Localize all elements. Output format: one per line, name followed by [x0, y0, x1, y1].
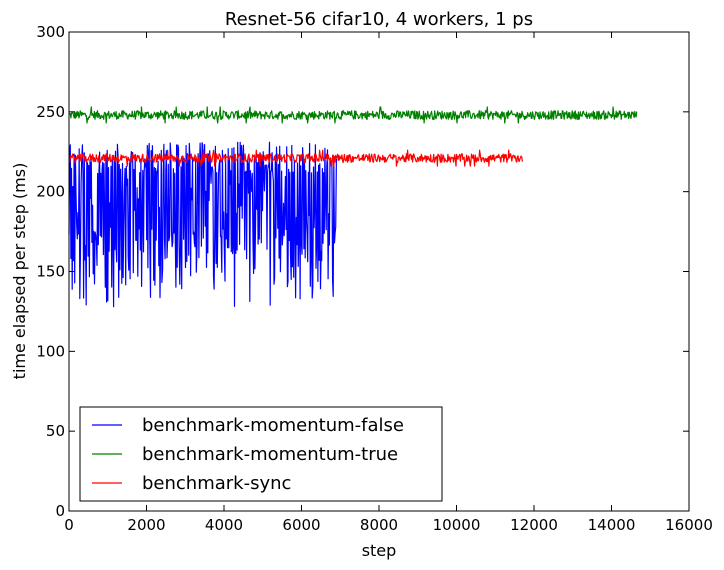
series-layer: [68, 106, 638, 308]
series-line-benchmark-momentum-false: [68, 141, 337, 308]
y-tick-label: 50: [46, 422, 65, 440]
y-axis-ticks: 0 50 100 150 200 250 300: [36, 23, 689, 520]
x-tick-label: 10000: [433, 516, 481, 534]
y-tick-label: 200: [36, 183, 65, 201]
x-tick-label: 2000: [127, 516, 165, 534]
series-line-benchmark-momentum-true: [68, 106, 638, 124]
x-axis-ticks: 0 2000 4000 6000 8000 10000 12000 14000 16000: [64, 32, 713, 534]
y-tick-label: 100: [36, 342, 65, 360]
y-tick-label: 300: [36, 23, 65, 41]
y-tick-label: 0: [55, 502, 65, 520]
chart-title: Resnet-56 cifar10, 4 workers, 1 ps: [225, 9, 533, 30]
legend-label-momentum-false: benchmark-momentum-false: [142, 415, 404, 436]
x-tick-label: 6000: [282, 516, 320, 534]
x-axis-label: step: [362, 541, 397, 560]
legend: benchmark-momentum-false benchmark-momen…: [79, 406, 443, 502]
x-tick-label: 16000: [665, 516, 713, 534]
y-tick-label: 250: [36, 103, 65, 121]
x-tick-label: 12000: [510, 516, 558, 534]
x-tick-label: 14000: [588, 516, 636, 534]
x-tick-label: 8000: [360, 516, 398, 534]
legend-label-sync: benchmark-sync: [142, 473, 291, 494]
x-tick-label: 0: [64, 516, 74, 534]
y-axis-label: time elapsed per step (ms): [10, 163, 29, 380]
legend-label-momentum-true: benchmark-momentum-true: [142, 444, 398, 465]
legend-box: [79, 406, 443, 502]
x-tick-label: 4000: [205, 516, 243, 534]
series-line-benchmark-sync: [68, 149, 523, 167]
y-tick-label: 150: [36, 263, 65, 281]
